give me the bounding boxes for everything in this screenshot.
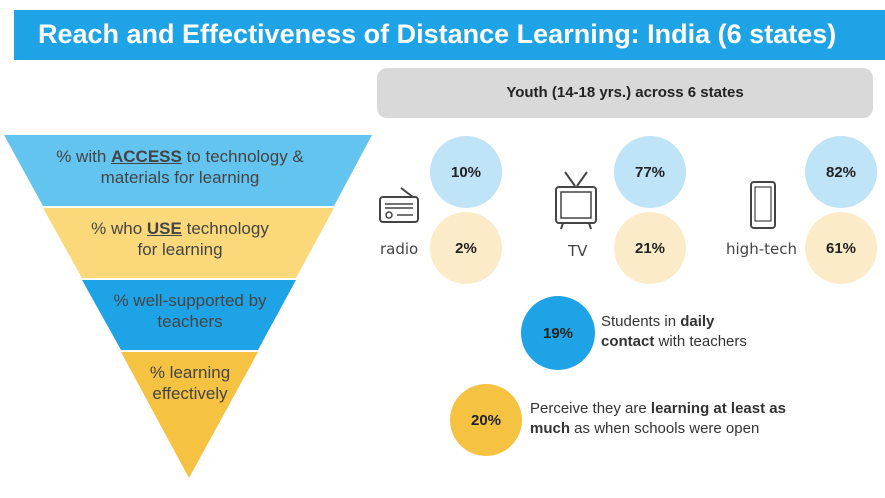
funnel-label-effective: % learning effectively	[149, 363, 231, 403]
smartphone-icon	[750, 181, 776, 229]
support-value: 19%	[521, 296, 595, 370]
tv-use-value: 21%	[614, 212, 686, 284]
youth-header: Youth (14-18 yrs.) across 6 states	[377, 68, 873, 118]
high-tech-access-value: 82%	[805, 136, 877, 208]
funnel-level-effective	[121, 352, 258, 478]
page-title: Reach and Effectiveness of Distance Lear…	[38, 19, 837, 49]
funnel-level-use	[43, 208, 334, 278]
support-description: Students in daily contact with teachers	[601, 313, 747, 350]
high-tech-use-value: 61%	[805, 212, 877, 284]
funnel-label-access: % with ACCESS to technology & materials …	[56, 147, 304, 187]
title-bar: Reach and Effectiveness of Distance Lear…	[0, 0, 885, 68]
media-label-high-tech: high-tech	[726, 240, 797, 258]
tv-icon	[555, 171, 597, 230]
funnel-label-support: % well-supported by teachers	[113, 291, 267, 331]
title-band: Reach and Effectiveness of Distance Lear…	[14, 10, 885, 60]
tv-access-value: 77%	[614, 136, 686, 208]
funnel-graphic	[4, 135, 372, 478]
radio-access-value: 10%	[430, 136, 502, 208]
media-label-tv: TV	[568, 242, 588, 260]
effective-description: Perceive they are learning at least as m…	[530, 400, 786, 437]
funnel-label-use: % who USE technology for learning	[91, 219, 269, 259]
funnel-level-support	[82, 280, 296, 350]
radio-icon	[379, 187, 419, 223]
media-label-radio: radio	[380, 240, 419, 258]
radio-use-value: 2%	[430, 212, 502, 284]
effective-value: 20%	[450, 384, 522, 456]
funnel-level-access	[4, 135, 372, 206]
